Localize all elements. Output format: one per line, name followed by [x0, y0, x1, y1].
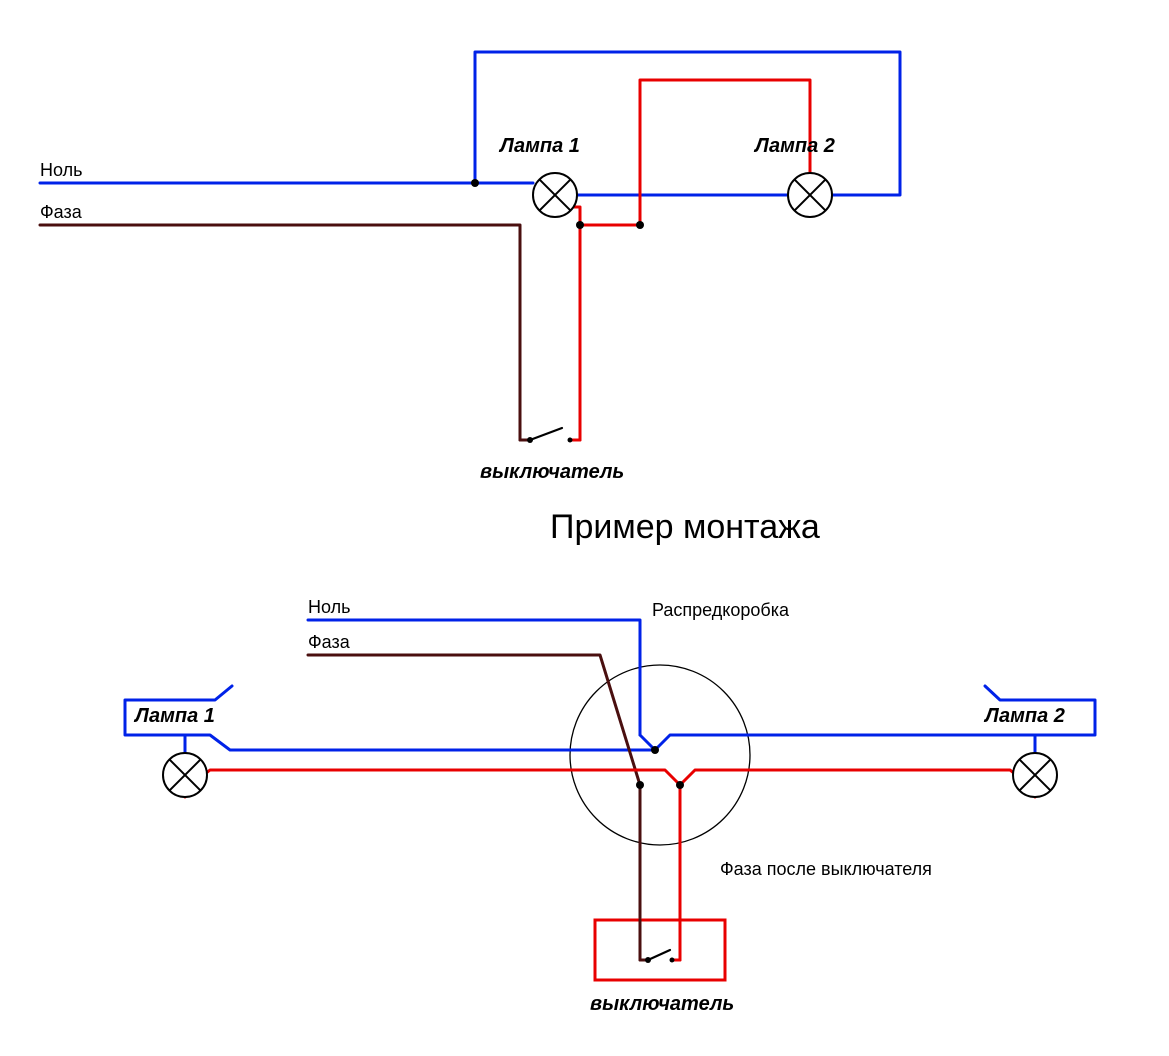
switch-label: выключатель: [480, 461, 624, 483]
lamp1-label: Лампа 1: [498, 135, 580, 157]
switch-label-b: выключатель: [590, 993, 734, 1015]
neutral-label-b: Ноль: [308, 597, 351, 617]
lamp-icon: [1013, 753, 1057, 797]
lamp2-label: Лампа 2: [753, 135, 835, 157]
lamp2-label-b: Лампа 2: [983, 705, 1065, 727]
switch-box-icon: [595, 920, 725, 980]
lamp-icon: [533, 173, 577, 217]
phase-label: Фаза: [40, 202, 83, 222]
lamp-icon: [163, 753, 207, 797]
lamp-icon: [788, 173, 832, 217]
section-title: Пример монтажа: [550, 508, 820, 546]
phase-label-b: Фаза: [308, 632, 351, 652]
junction-box-label: Распредкоробка: [652, 600, 790, 620]
lamp1-label-b: Лампа 1: [133, 705, 215, 727]
after-switch-label: Фаза после выключателя: [720, 859, 932, 879]
junction-box-icon: [570, 665, 750, 845]
schematic-top: Лампа 1 Лампа 2 Ноль Фаза выключатель: [40, 52, 900, 483]
schematic-bottom: Лампа 1 Лампа 2 Ноль Фаза Распредкоробка Фаза…: [125, 597, 1095, 1015]
wiring-diagram: Лампа 1 Лампа 2 Ноль Фаза выключатель Пример …: [0, 0, 1169, 1056]
neutral-label: Ноль: [40, 160, 83, 180]
